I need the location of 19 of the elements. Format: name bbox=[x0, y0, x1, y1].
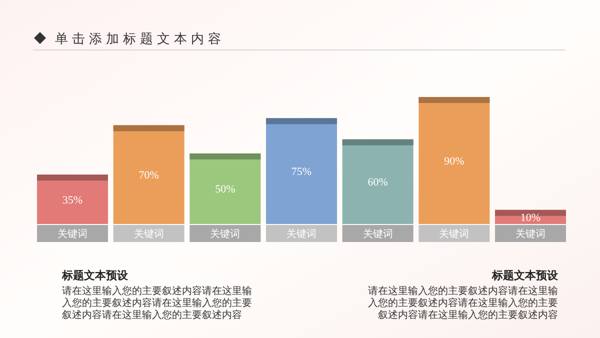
data-label: 90% bbox=[444, 156, 464, 168]
text: 标题文本预设 bbox=[61, 269, 129, 282]
x-tick-label: 关键词 bbox=[134, 228, 164, 240]
data-label: 50% bbox=[215, 184, 236, 196]
text: 标题文本预设 bbox=[491, 269, 559, 282]
data-label: 35% bbox=[62, 194, 83, 206]
data-label: 10% bbox=[520, 212, 541, 224]
data-label: 70% bbox=[138, 170, 159, 182]
x-tick-label: 关键词 bbox=[286, 228, 316, 240]
data-label: 60% bbox=[368, 176, 388, 189]
text: 请在这里输入您的主要叙述内容请在这里输入您的主要叙述内容请在这里输入您的主要叙述内容请在这里输入您的主要叙述内容 bbox=[368, 285, 558, 321]
x-tick-label: 关键词 bbox=[439, 228, 470, 240]
x-tick-label: 关键词 bbox=[57, 228, 88, 240]
x-tick-label: 关键词 bbox=[210, 228, 240, 240]
x-tick-label: 关键词 bbox=[362, 228, 393, 240]
x-tick-label: 关键词 bbox=[516, 228, 546, 240]
chart-title: 单击添加标题文本内容 bbox=[55, 31, 225, 47]
data-label: 75% bbox=[291, 166, 312, 178]
text: 请在这里输入您的主要叙述内容请在这里输入您的主要叙述内容请在这里输入您的主要叙述内容请在这里输入您的主要叙述内容 bbox=[62, 285, 252, 321]
